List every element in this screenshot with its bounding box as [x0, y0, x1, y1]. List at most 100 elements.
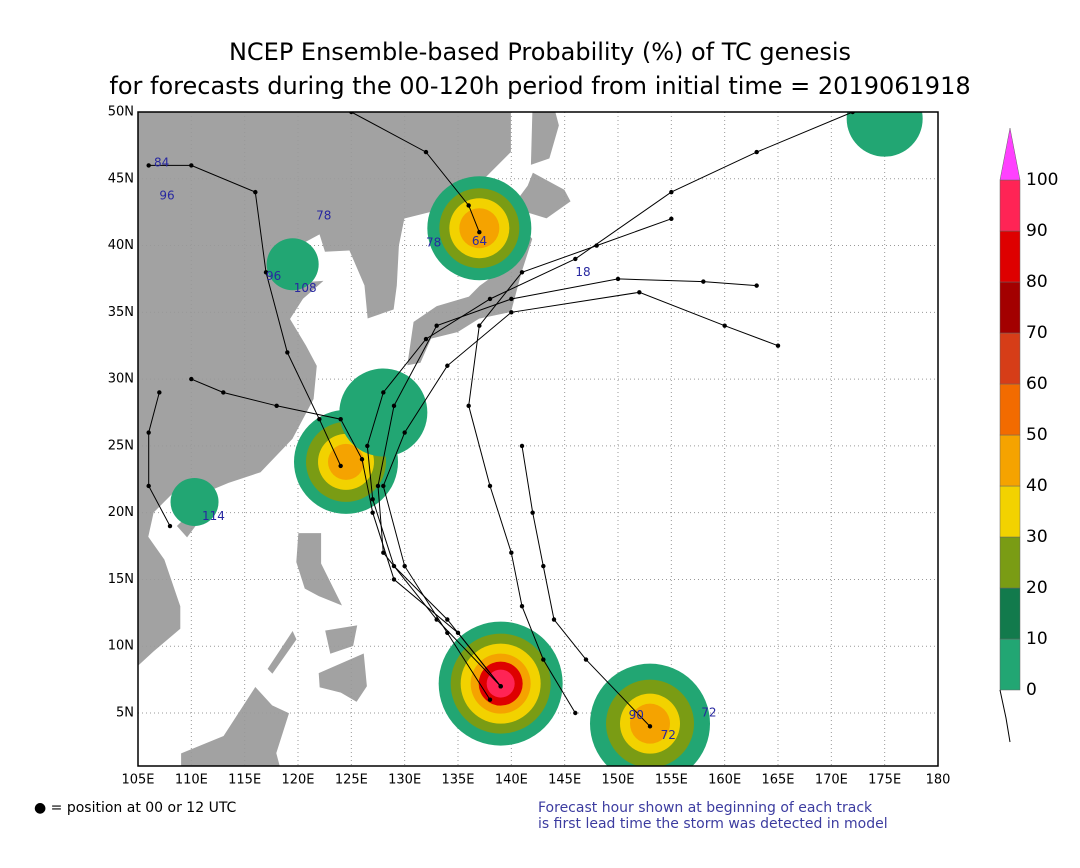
colorbar-swatch — [999, 536, 1021, 589]
lat-tick-label: 20N — [108, 505, 134, 520]
lon-tick-label: 150E — [601, 773, 634, 788]
track — [521, 445, 651, 727]
track-point — [754, 149, 759, 155]
land — [324, 624, 359, 655]
colorbar-swatch — [999, 485, 1021, 538]
track-label: 108 — [294, 281, 317, 295]
probability-area — [486, 669, 515, 698]
track-point — [381, 550, 386, 555]
track-point — [754, 283, 759, 288]
track-point — [445, 630, 450, 636]
track-point — [445, 363, 450, 368]
track-label: 18 — [575, 265, 590, 279]
lon-tick-label: 125E — [335, 773, 368, 788]
track-point — [167, 523, 173, 529]
probability-area — [266, 238, 319, 291]
lon-tick-label: 145E — [548, 773, 581, 788]
colorbar-swatch — [999, 587, 1021, 640]
probability-area — [630, 703, 670, 744]
land — [295, 532, 344, 607]
track — [351, 112, 480, 233]
map-layer: 84 96 78 96 108 114 18 72 90 72 64 78 — [138, 112, 938, 766]
track-point — [285, 350, 290, 355]
probability-area — [339, 368, 428, 457]
track-point — [541, 657, 546, 662]
track-label: 72 — [701, 706, 716, 720]
lon-tick-label: 105E — [121, 773, 154, 788]
track-point — [381, 483, 386, 489]
lon-tick-label: 170E — [815, 773, 848, 788]
lon-tick-label: 140E — [495, 773, 528, 788]
colorbar-label: 0 — [1026, 680, 1037, 700]
land — [266, 629, 298, 675]
colorbar-label: 30 — [1026, 527, 1048, 547]
track-point — [455, 630, 461, 636]
colorbar-swatch — [999, 281, 1021, 334]
track-label: 114 — [202, 509, 225, 523]
track-label: 64 — [472, 234, 487, 248]
track-point — [365, 443, 370, 449]
track-point — [477, 230, 482, 235]
track-point — [146, 430, 151, 435]
land — [180, 685, 290, 766]
lon-tick-label: 160E — [708, 773, 741, 788]
track-point — [370, 510, 375, 515]
track-point — [338, 463, 343, 469]
track-point — [466, 203, 471, 208]
track-point — [370, 497, 375, 502]
land — [138, 112, 512, 667]
lat-tick-label: 10N — [108, 639, 134, 654]
track-point — [434, 323, 439, 328]
track-point — [317, 416, 322, 422]
track-label: 90 — [629, 708, 644, 722]
note-line1: Forecast hour shown at beginning of each… — [538, 800, 873, 816]
track — [148, 392, 171, 527]
legend-note: ● = position at 00 or 12 UTC — [34, 800, 237, 816]
track-label: 84 — [154, 155, 169, 169]
lat-tick-label: 40N — [108, 238, 134, 253]
track-point — [615, 276, 621, 282]
track-point — [221, 390, 226, 395]
track-label: 72 — [661, 728, 676, 742]
colorbar-label: 80 — [1026, 272, 1048, 292]
lat-tick-label: 30N — [108, 372, 134, 387]
land — [317, 652, 368, 703]
track-point — [146, 163, 151, 168]
track-point — [487, 296, 493, 302]
track-point — [402, 563, 407, 569]
note-line2: is first lead time the storm was detecte… — [538, 816, 888, 832]
track-point — [359, 457, 365, 462]
lon-tick-label: 110E — [175, 773, 208, 788]
track-point — [647, 724, 653, 729]
track-point — [519, 603, 525, 609]
track — [377, 278, 757, 687]
track-point — [519, 270, 525, 275]
track-point — [573, 710, 578, 716]
track-label: 96 — [266, 269, 281, 283]
colorbar-label: 20 — [1026, 578, 1048, 598]
track — [366, 112, 853, 687]
track-point — [594, 243, 599, 248]
track-point — [146, 483, 151, 489]
track-point — [509, 550, 514, 555]
land — [530, 112, 560, 166]
lat-tick-label: 45N — [108, 171, 134, 186]
track-point — [157, 390, 162, 395]
lon-tick-label: 130E — [388, 773, 421, 788]
colorbar-label: 100 — [1026, 170, 1058, 190]
track-point — [274, 403, 279, 409]
track — [382, 291, 779, 700]
colorbar-under — [999, 689, 1011, 743]
track-point — [551, 617, 557, 622]
title-line1: NCEP Ensemble-based Probability (%) of T… — [229, 38, 851, 66]
lon-tick-label: 175E — [868, 773, 901, 788]
track-point — [519, 443, 525, 449]
track-point — [189, 163, 194, 168]
track-point — [775, 343, 781, 348]
track-label: 96 — [159, 189, 174, 203]
track-point — [423, 336, 429, 342]
track-point — [253, 189, 258, 195]
track-point — [466, 403, 471, 409]
frame — [137, 111, 939, 767]
